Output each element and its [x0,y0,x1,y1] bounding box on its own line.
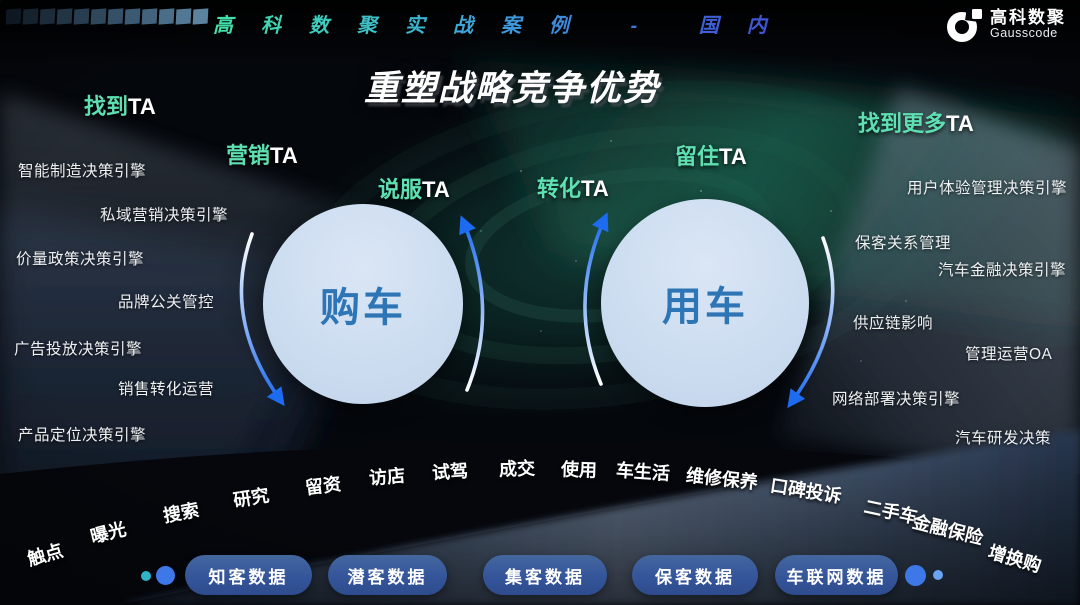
logo-name-cn: 高科数聚 [990,7,1066,27]
decision-engine-label: 汽车金融决策引擎 [938,262,1067,279]
decor-square [141,8,158,25]
audience-label: 找到TA [84,89,156,121]
decision-engine-label: 汽车研发决策 [955,430,1052,447]
decision-engine-label: 管理运营OA [965,346,1053,363]
decision-engine-label: 用户体验管理决策引擎 [907,180,1068,197]
decision-engine-label: 智能制造决策引擎 [18,163,147,180]
audience-label-prefix: 找到 [84,94,129,119]
audience-label-suffix: TA [422,177,450,202]
decor-square [5,8,22,25]
data-pill: 保客数据 [632,555,758,595]
decor-square [22,8,39,25]
decor-dot-teal [141,571,151,581]
journey-stage-label: 车生活 [615,460,671,484]
audience-label-prefix: 说服 [378,177,423,202]
use-car-circle: 用车 [601,199,809,407]
decision-engine-label: 广告投放决策引擎 [14,341,143,358]
decor-square [192,8,209,25]
decision-engine-label: 品牌公关管控 [118,294,215,311]
audience-label-prefix: 找到更多 [858,111,947,136]
audience-label-suffix: TA [128,94,156,119]
decision-engine-label: 私域营销决策引擎 [100,207,229,224]
decor-square [175,8,192,25]
journey-stage-label: 留资 [304,473,343,499]
decor-square [107,8,124,25]
audience-label: 转化TA [537,171,609,203]
audience-label-suffix: TA [946,111,974,136]
decision-engine-label: 销售转化运营 [118,381,215,398]
audience-label: 营销TA [226,138,298,170]
audience-label-prefix: 留住 [675,144,720,169]
top-bar: 高科数聚实战案例 - 国内 高科数聚 Gausscode [0,0,1080,48]
journey-stage-label: 使用 [560,459,598,481]
decor-square [56,8,73,25]
journey-stage-label: 成交 [498,458,536,480]
series-title: 高科数聚实战案例 - 国内 [213,9,795,38]
data-pill: 车联网数据 [775,555,898,595]
decor-square [158,8,175,25]
logo-name-en: Gausscode [990,26,1058,41]
journey-stage-label: 访店 [368,465,406,489]
data-pill: 知客数据 [185,555,312,595]
buy-car-circle: 购车 [263,204,463,404]
audience-label: 找到更多TA [858,106,974,138]
decision-engine-label: 产品定位决策引擎 [18,427,147,444]
audience-label-prefix: 转化 [537,176,582,201]
decision-engine-label: 保客关系管理 [855,235,952,252]
audience-label-suffix: TA [581,176,609,201]
decision-engine-label: 供应链影响 [853,315,934,332]
decor-dot-light-blue [933,570,943,580]
audience-label: 说服TA [378,172,450,204]
data-pill: 潜客数据 [328,555,447,595]
journey-stage-label: 试驾 [431,460,469,484]
decor-square [73,8,90,25]
decor-square [90,8,107,25]
audience-label-prefix: 营销 [226,143,271,168]
decision-engine-label: 网络部署决策引擎 [832,391,961,408]
gausscode-logo: 高科数聚 Gausscode [947,6,1066,44]
decor-dot-blue [905,565,926,586]
journey-stage-label: 研究 [231,485,271,511]
decor-square [39,8,56,25]
decor-square [124,8,141,25]
audience-label-suffix: TA [719,144,747,169]
data-pill: 集客数据 [483,555,607,595]
decor-dot-blue [156,566,175,585]
gausscode-logo-icon [947,7,982,42]
decor-squares [5,8,209,25]
decision-engine-label: 价量政策决策引擎 [16,251,145,268]
audience-label: 留住TA [675,139,747,171]
circle-label: 用车 [662,285,748,329]
circle-label: 购车 [320,286,406,330]
audience-label-suffix: TA [270,143,298,168]
